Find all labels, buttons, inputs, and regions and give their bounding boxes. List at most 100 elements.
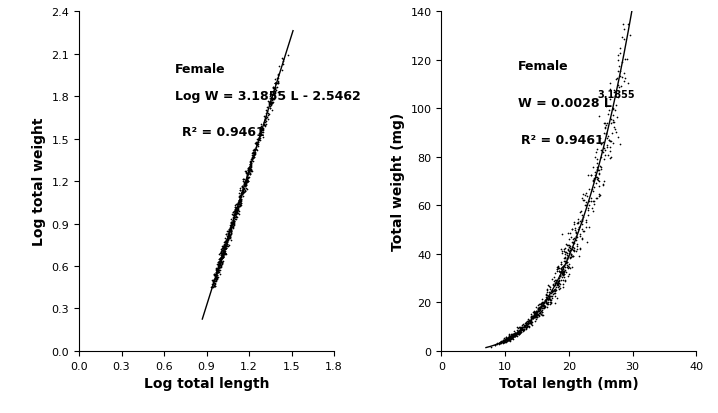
Point [554,272,565,278]
Point [504,336,516,342]
Point [231,214,243,221]
Point [261,109,272,115]
Point [213,259,224,265]
Point [554,280,565,287]
Point [232,204,243,211]
Point [244,171,256,178]
Point [238,186,250,192]
Point [218,243,229,249]
Point [210,271,222,278]
Point [241,174,253,181]
Point [277,58,289,65]
Point [218,242,230,248]
Point [555,259,567,266]
Point [224,228,236,235]
Point [541,300,552,306]
Point [236,189,248,195]
Point [583,198,595,205]
Point [213,256,225,263]
Point [580,202,592,209]
Point [237,176,248,183]
Point [536,301,547,307]
Point [215,255,227,261]
Point [508,328,520,335]
Point [223,233,235,239]
Point [234,202,246,209]
Point [242,175,253,182]
Point [536,309,548,316]
Point [498,337,510,344]
Point [536,307,548,314]
Point [526,313,538,320]
Point [569,228,581,234]
Point [246,150,258,157]
Point [228,218,239,225]
Point [508,331,520,337]
Point [238,189,249,196]
Point [217,245,228,252]
Point [505,333,516,340]
Point [234,185,246,192]
Point [241,178,253,184]
Point [216,252,228,259]
Point [221,239,233,245]
Point [559,255,570,261]
Point [520,325,531,332]
Point [591,157,602,163]
Point [243,178,254,185]
Point [229,209,241,215]
Point [216,255,228,261]
Point [539,304,551,310]
Point [572,243,583,249]
Point [219,245,230,252]
Point [216,252,228,259]
Point [243,159,255,166]
Point [513,329,525,335]
Point [241,169,252,176]
Point [528,309,540,315]
Text: R² = 0.9461: R² = 0.9461 [182,125,265,138]
Point [224,222,236,228]
Point [213,262,224,268]
Point [230,211,241,218]
Point [232,206,243,212]
Point [225,226,236,233]
Point [215,257,226,263]
Point [582,207,594,214]
Point [232,201,243,207]
Point [248,147,260,154]
Point [502,337,513,343]
Point [220,241,232,247]
Point [595,164,606,170]
Point [566,234,577,241]
Point [536,311,547,318]
Point [219,250,230,256]
Point [269,85,281,92]
Point [227,214,238,221]
Point [528,314,539,321]
Point [521,319,532,325]
Point [565,254,577,261]
Point [230,209,241,216]
Point [235,199,246,206]
Point [514,327,526,334]
Point [217,248,228,255]
Point [511,330,523,337]
Point [541,294,552,300]
Point [500,337,511,344]
Point [559,249,571,255]
Point [564,245,575,252]
Point [564,266,576,272]
Point [216,261,228,267]
Point [225,225,236,232]
Point [212,270,223,277]
Point [533,305,545,312]
Point [584,224,595,231]
Point [578,228,589,235]
Point [243,175,254,181]
Point [577,216,588,223]
X-axis label: Total length (mm): Total length (mm) [499,376,639,390]
Point [255,132,266,138]
Point [208,284,219,291]
Point [569,245,580,252]
